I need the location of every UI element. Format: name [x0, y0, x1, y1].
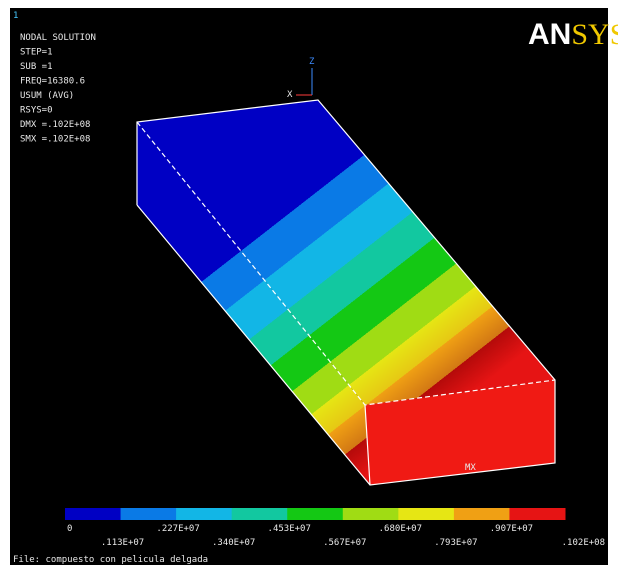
legend-label: .453E+07: [268, 524, 311, 534]
legend-swatch: [287, 508, 343, 520]
info-line: NODAL SOLUTION: [20, 33, 96, 43]
info-line: USUM (AVG): [20, 91, 74, 101]
window-number: 1: [13, 11, 18, 21]
info-line: FREQ=16380.6: [20, 77, 85, 87]
legend-swatch: [398, 508, 454, 520]
logo-suffix: SYS: [571, 18, 618, 51]
triad-z-label: Z: [309, 57, 315, 67]
legend-label: 0: [67, 524, 72, 534]
legend-label: .113E+07: [101, 538, 144, 548]
footer: File: compuesto con pelicula delgada: [13, 555, 208, 565]
ansys-logo: ANSYS: [528, 18, 618, 51]
legend-label: .907E+07: [490, 524, 533, 534]
legend-label: .567E+07: [323, 538, 366, 548]
legend-swatch: [65, 508, 121, 520]
legend-swatch: [454, 508, 510, 520]
info-line: SMX =.102E+08: [20, 135, 90, 145]
info-line: SUB =1: [20, 62, 53, 72]
legend-swatch: [121, 508, 177, 520]
legend-swatch: [176, 508, 232, 520]
legend-swatch: [232, 508, 288, 520]
triad-x-label: X: [287, 90, 293, 100]
legend-label: .340E+07: [212, 538, 255, 548]
legend-label: .227E+07: [156, 524, 199, 534]
legend-label: .102E+08: [562, 538, 605, 548]
info-line: RSYS=0: [20, 106, 53, 116]
logo-prefix: AN: [528, 18, 571, 51]
info-line: STEP=1: [20, 48, 53, 58]
legend-label: .680E+07: [379, 524, 422, 534]
legend-swatch: [343, 508, 399, 520]
max-marker: MX: [465, 463, 476, 473]
legend-label: .793E+07: [434, 538, 477, 548]
screenshot: 1 NODAL SOLUTION STEP=1 SUB =1 FREQ=16380.6…: [0, 0, 618, 565]
info-line: DMX =.102E+08: [20, 120, 90, 130]
legend-swatch: [509, 508, 565, 520]
